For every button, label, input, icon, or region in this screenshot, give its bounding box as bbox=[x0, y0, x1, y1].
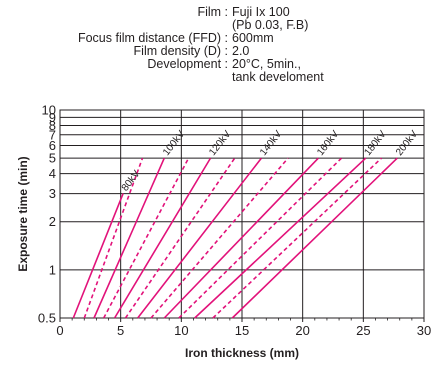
series-line-140kv bbox=[137, 157, 263, 319]
series-line-100kv bbox=[93, 157, 166, 319]
condition-value: tank develoment bbox=[232, 70, 324, 84]
series-label-200kv: 200kV bbox=[394, 129, 420, 158]
series-label-180kv: 180kV bbox=[362, 129, 388, 158]
condition-value: 2.0 bbox=[232, 44, 250, 58]
series-line-dashed bbox=[212, 157, 383, 319]
condition-value: (Pb 0.03, F.B) bbox=[232, 18, 309, 32]
series-line-dashed bbox=[83, 157, 144, 319]
x-axis-label: Iron thickness (mm) bbox=[185, 346, 299, 360]
grid bbox=[59, 110, 425, 322]
y-tick-label: 3 bbox=[49, 186, 56, 201]
condition-value: Fuji Ix 100 bbox=[232, 5, 290, 19]
x-tick-label: 5 bbox=[117, 323, 124, 338]
y-tick-label: 1 bbox=[49, 262, 56, 277]
series-line-120kv bbox=[113, 157, 212, 319]
y-tick-label: 7 bbox=[49, 127, 56, 142]
condition-label: Film : bbox=[197, 5, 228, 19]
series-label-100kv: 100kV bbox=[161, 129, 187, 158]
series-lines bbox=[72, 157, 398, 319]
x-tick-label: 0 bbox=[56, 323, 63, 338]
series-line-dashed bbox=[124, 157, 236, 319]
x-tick-label: 20 bbox=[295, 323, 309, 338]
y-tick-label: 8 bbox=[49, 118, 56, 133]
series-line-dashed bbox=[150, 157, 289, 319]
series-line-160kv bbox=[163, 157, 319, 319]
x-tick-labels: 0 5 10 15 20 25 30 bbox=[56, 323, 431, 338]
condition-value: 600mm bbox=[232, 31, 274, 45]
x-tick-label: 15 bbox=[235, 323, 249, 338]
series-label-140kv: 140kV bbox=[258, 129, 284, 158]
y-axis-label: Exposure time (min) bbox=[16, 156, 30, 271]
series-line-200kv bbox=[231, 157, 398, 319]
y-tick-label: 10 bbox=[42, 103, 56, 118]
series-line-dashed bbox=[178, 157, 343, 319]
condition-label: Development : bbox=[147, 57, 228, 71]
series-label-80kv: 80kV bbox=[120, 168, 143, 193]
x-tick-label: 10 bbox=[174, 323, 188, 338]
y-tick-label: 4 bbox=[49, 166, 56, 181]
y-tick-label: 6 bbox=[49, 138, 56, 153]
condition-label: Film density (D) : bbox=[133, 44, 228, 58]
x-tick-label: 25 bbox=[356, 323, 370, 338]
y-tick-label: 2 bbox=[49, 214, 56, 229]
condition-value: 20°C, 5min., bbox=[232, 57, 301, 71]
condition-label: Focus film distance (FFD) : bbox=[77, 31, 228, 45]
series-label-120kv: 120kV bbox=[207, 129, 233, 158]
y-tick-label: 9 bbox=[49, 110, 56, 125]
series-labels: 80kV 100kV 120kV 140kV 160kV 180kV 200kV bbox=[120, 129, 421, 194]
series-line-dashed bbox=[102, 157, 190, 319]
y-tick-label: 5 bbox=[49, 151, 56, 166]
y-tick-label: 0.5 bbox=[38, 311, 56, 326]
x-tick-label: 30 bbox=[417, 323, 431, 338]
series-label-160kv: 160kV bbox=[315, 129, 341, 158]
series-line-80kv bbox=[72, 193, 124, 319]
series-line-180kv bbox=[194, 157, 367, 319]
